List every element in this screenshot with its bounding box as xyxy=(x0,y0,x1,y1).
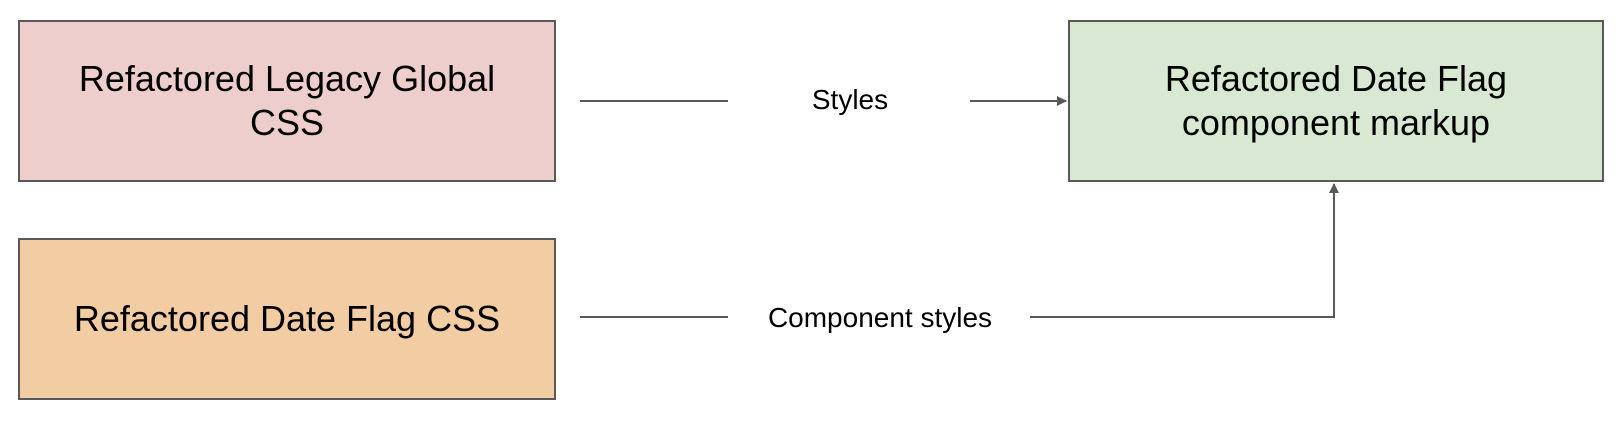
date-flag-css-node-label: Refactored Date Flag CSS xyxy=(73,298,501,339)
component-styles-edge-label: Component styles xyxy=(730,302,1030,334)
legacy-css-node: Refactored Legacy Global CSS xyxy=(18,20,556,182)
date-flag-markup-node: Refactored Date Flag component markup xyxy=(1068,20,1604,182)
component-styles-edge-arrow xyxy=(1030,183,1339,318)
legacy-css-node-label: Refactored Legacy Global CSS xyxy=(78,58,496,143)
styles-edge-label: Styles xyxy=(730,84,970,116)
date-flag-markup-node-label: Refactored Date Flag component markup xyxy=(1164,58,1508,143)
date-flag-css-node: Refactored Date Flag CSS xyxy=(18,238,556,400)
